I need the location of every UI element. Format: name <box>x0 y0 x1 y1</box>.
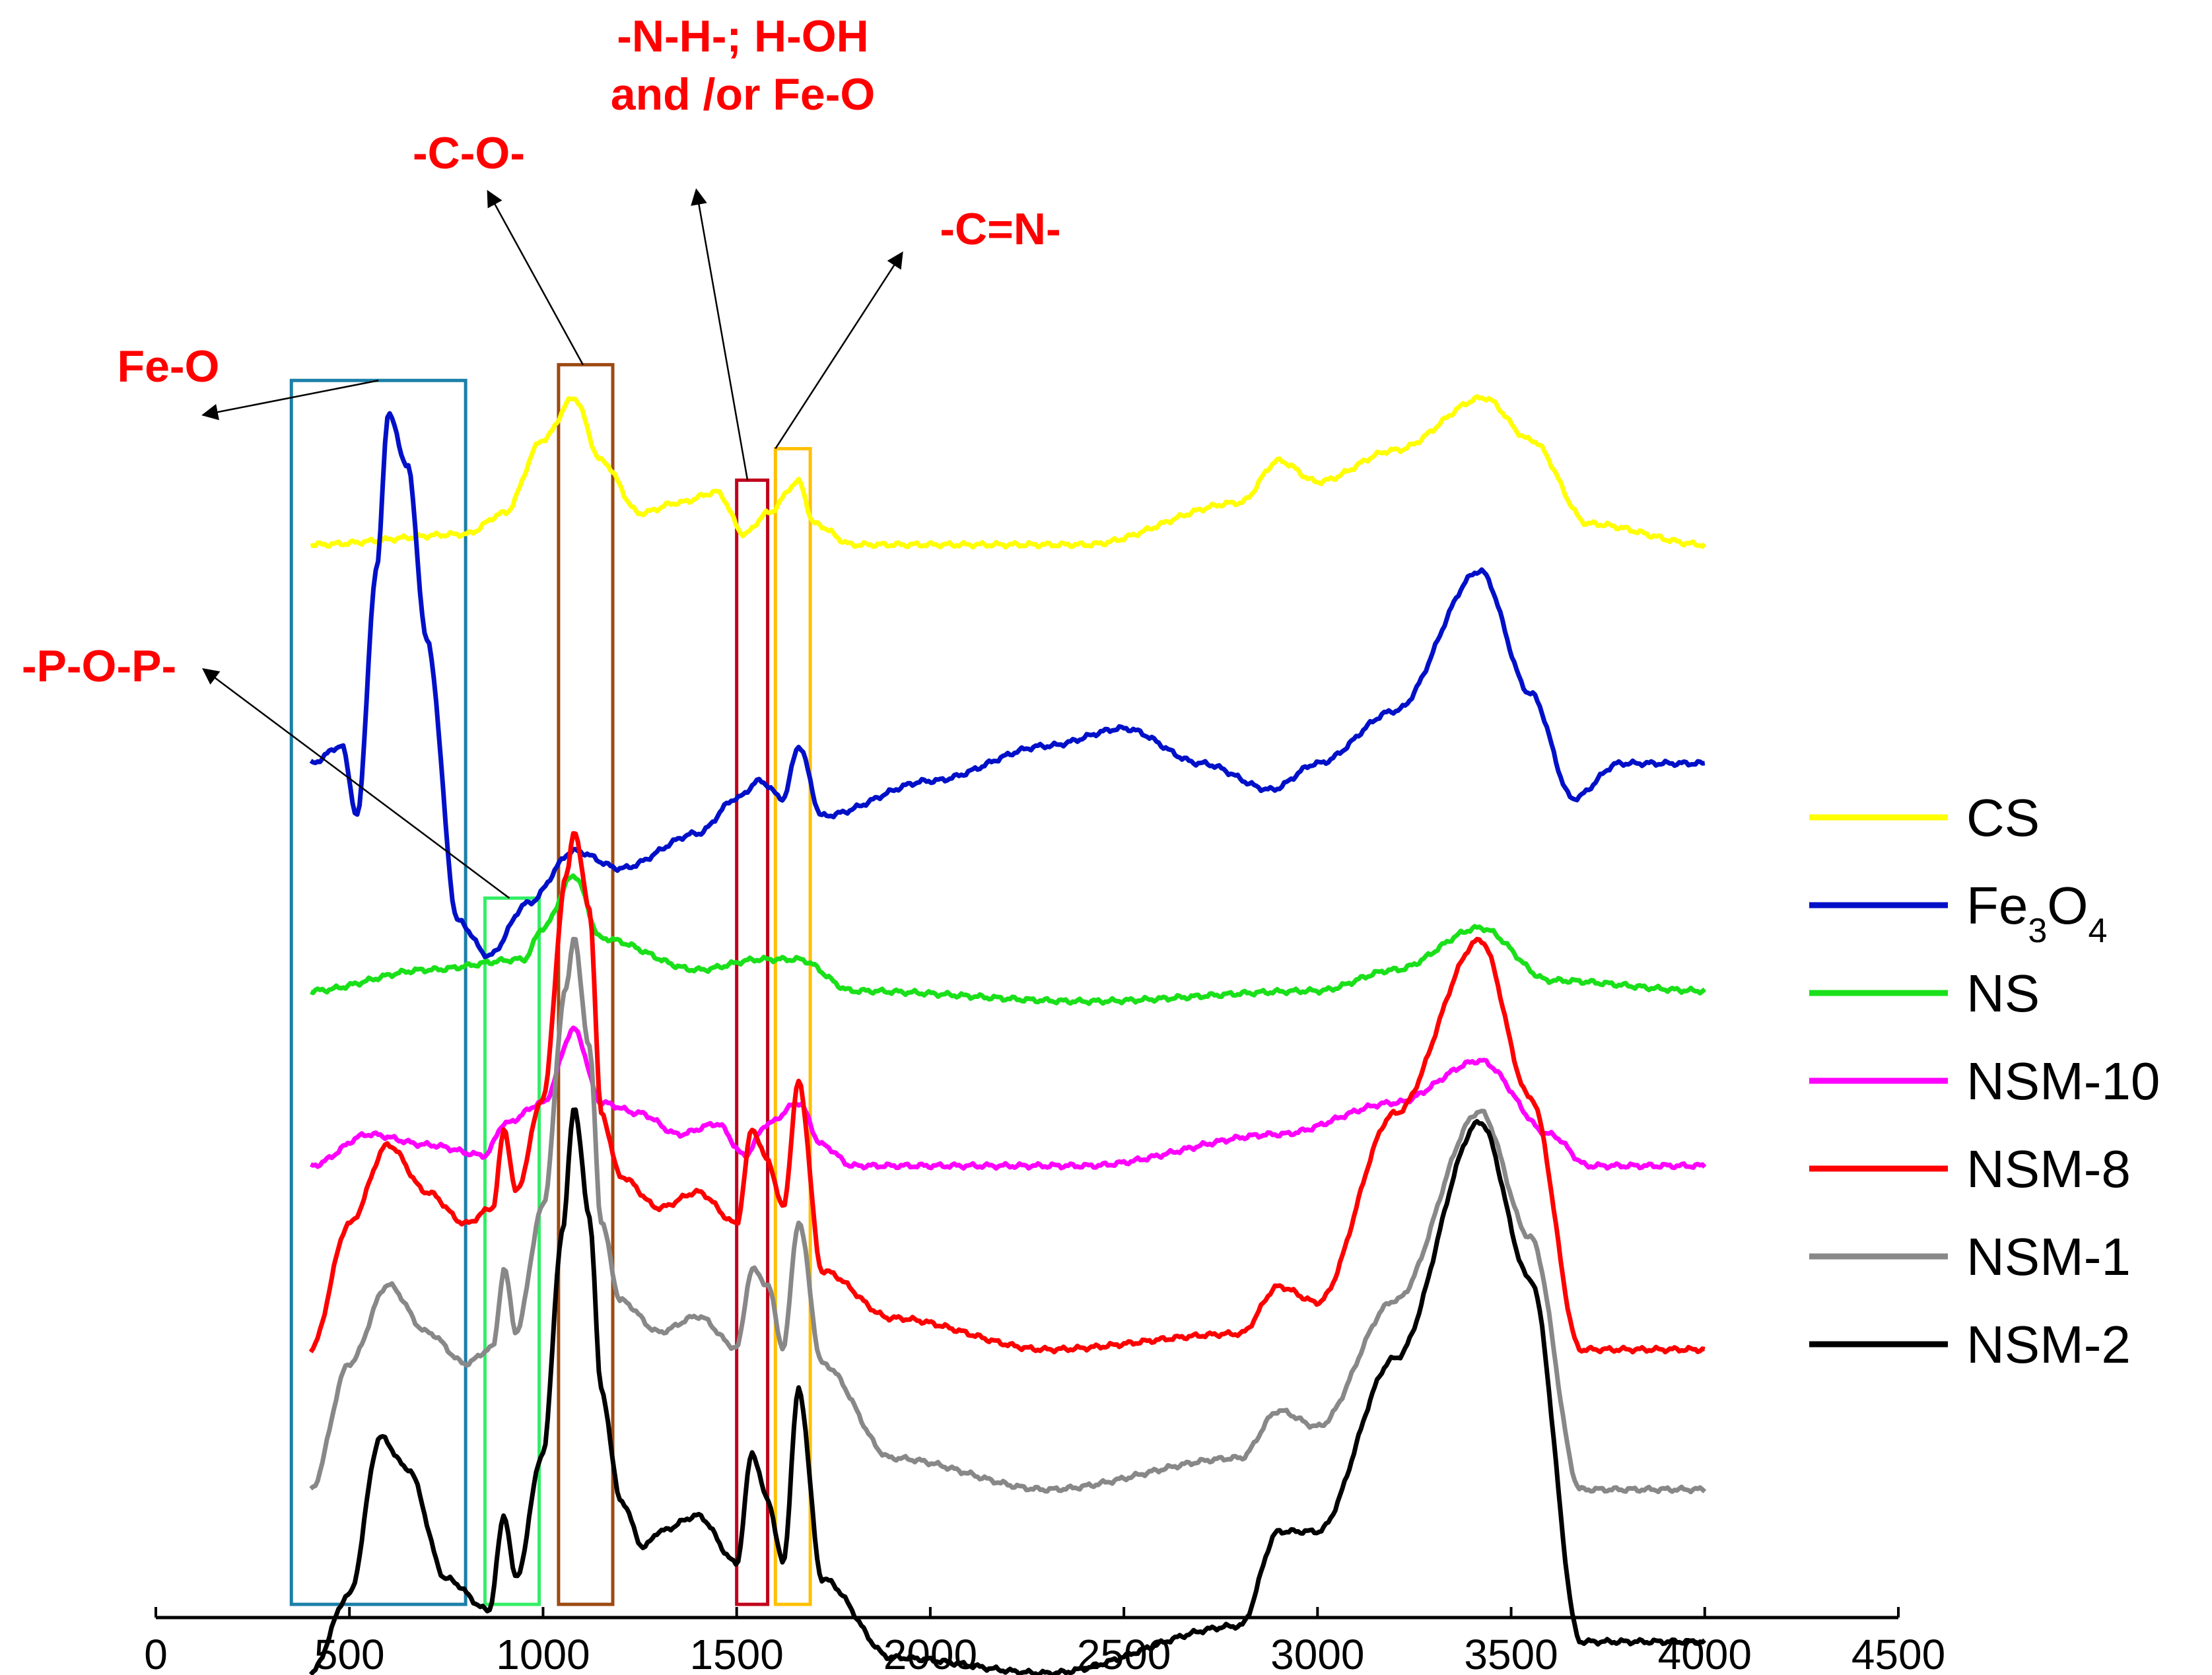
legend-label: NSM-8 <box>1966 1140 2131 1198</box>
annot-n-h-text: and /or Fe-O <box>611 69 875 120</box>
legend-label: NSM-10 <box>1966 1052 2160 1111</box>
annot-n-h: -N-H-; H-OH and /or Fe-O <box>611 11 875 481</box>
annot-c-n: -C=N- <box>775 204 1061 450</box>
series-line-nsm-2 <box>308 1107 1707 1675</box>
annot-n-h-arrow <box>691 188 749 481</box>
legend-item-nsm-1: NSM-1 <box>1809 1227 2131 1286</box>
legend-label: NSM-1 <box>1966 1227 2131 1286</box>
legend-label: CS <box>1966 788 2040 847</box>
x-tick-label: 4000 <box>1658 1631 1752 1675</box>
legend-label: NS <box>1966 964 2040 1023</box>
legend-label: NSM-2 <box>1966 1315 2131 1374</box>
series-line-nsm-8 <box>308 831 1706 1355</box>
legend-item-nsm-10: NSM-10 <box>1809 1052 2160 1111</box>
annot-fe-o-text: Fe-O <box>118 341 220 392</box>
x-tick-label: 500 <box>314 1631 385 1675</box>
legend-item-nsm-2: NSM-2 <box>1809 1315 2131 1374</box>
c-n-box <box>773 447 812 1606</box>
series-line-nsm-1 <box>309 936 1707 1495</box>
annot-c-o: -C-O- <box>413 128 584 366</box>
p-o-p-box <box>483 896 541 1606</box>
legend-label: Fe3O4 <box>1966 876 2107 950</box>
annot-p-o-p-text: -P-O-P- <box>22 641 176 691</box>
legend: CS Fe3O4 NS NSM-10 NSM-8 NSM-1 NSM-2 <box>1809 788 2160 1374</box>
legend-item-fe3o4: Fe3O4 <box>1809 876 2107 950</box>
annot-c-o-text: -C-O- <box>413 128 525 178</box>
annot-c-o-arrow <box>487 189 584 366</box>
annot-fe-o: Fe-O <box>118 341 379 421</box>
x-axis: 0 500 1000 1500 2000 2500 3000 3500 4000 4500 <box>144 1607 1945 1675</box>
c-o-box <box>557 362 615 1606</box>
x-tick-label: 3000 <box>1270 1631 1364 1675</box>
x-tick-label: 1500 <box>689 1631 783 1675</box>
annot-fe-o-arrow <box>201 380 379 421</box>
series-line-ns <box>310 873 1707 1006</box>
series-line-fe3o4 <box>309 411 1706 959</box>
annot-c-n-text: -C=N- <box>940 204 1060 254</box>
legend-item-nsm-8: NSM-8 <box>1809 1140 2131 1198</box>
annot-p-o-p-arrow <box>201 668 510 899</box>
n-h-box <box>735 478 770 1606</box>
series-line-cs <box>310 394 1707 550</box>
annot-c-n-arrow <box>775 251 903 450</box>
x-tick-label: 1000 <box>496 1631 590 1675</box>
series-line-nsm-10 <box>310 1025 1707 1171</box>
x-tick-label: 2500 <box>1077 1631 1171 1675</box>
x-tick-label: 3500 <box>1464 1631 1558 1675</box>
x-tick-label: 4500 <box>1851 1631 1945 1675</box>
band-boxes <box>289 362 812 1606</box>
legend-item-cs: CS <box>1809 788 2040 847</box>
annot-n-h-text: -N-H-; H-OH <box>617 11 868 61</box>
annot-p-o-p: -P-O-P- <box>22 641 510 899</box>
x-tick-label: 2000 <box>883 1631 977 1675</box>
x-tick-label: 0 <box>144 1631 168 1675</box>
spectrum-lines <box>308 394 1707 1675</box>
legend-item-ns: NS <box>1809 964 2040 1023</box>
